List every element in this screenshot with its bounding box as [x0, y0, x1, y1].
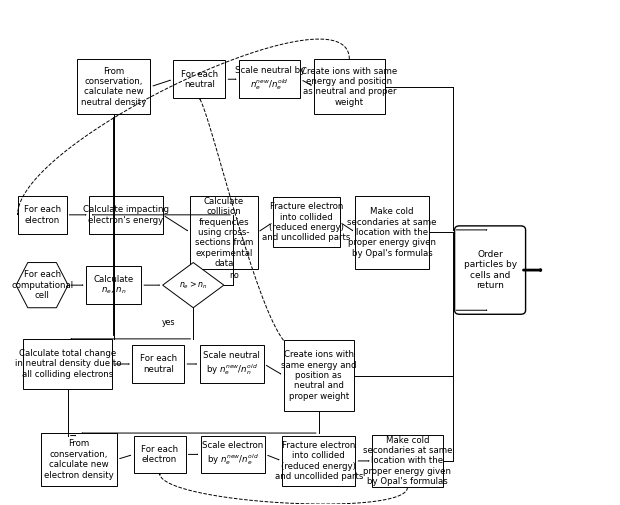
Polygon shape	[16, 263, 68, 308]
Bar	[355, 196, 429, 269]
Bar	[200, 345, 264, 383]
Text: Scale neutral
by $n_e^{new}/n_n^{old}$: Scale neutral by $n_e^{new}/n_n^{old}$	[203, 351, 260, 377]
Bar	[239, 61, 300, 98]
Bar	[190, 196, 257, 269]
Bar	[133, 435, 185, 473]
Bar	[40, 433, 117, 486]
Text: Scale neutral by
$n_e^{new}/n_e^{old}$: Scale neutral by $n_e^{new}/n_e^{old}$	[234, 66, 305, 92]
Text: $n_e > n_n$: $n_e > n_n$	[179, 279, 208, 291]
Text: For each
neutral: For each neutral	[181, 70, 218, 89]
Bar	[132, 345, 184, 383]
Bar	[174, 61, 226, 98]
Text: Scale electron
by $n_e^{new}/n_e^{old}$: Scale electron by $n_e^{new}/n_e^{old}$	[202, 441, 264, 468]
Text: From
conservation,
calculate new
electron density: From conservation, calculate new electro…	[44, 439, 113, 480]
Text: From
conservation,
calculate new
neutral density: From conservation, calculate new neutral…	[81, 67, 146, 107]
Text: Calculate
collision
frequencies
using cross-
sections from
experimental
data: Calculate collision frequencies using cr…	[195, 197, 253, 268]
Text: For each
neutral: For each neutral	[140, 355, 177, 374]
Bar	[24, 339, 112, 389]
Bar	[86, 266, 141, 304]
Text: yes: yes	[161, 318, 175, 327]
FancyBboxPatch shape	[454, 226, 526, 314]
Text: Calculate
$n_e$, $n_n$: Calculate $n_e$, $n_n$	[94, 275, 134, 295]
Text: Create ions with same
energy and position
as neutral and proper
weight: Create ions with same energy and positio…	[301, 67, 397, 107]
Bar	[201, 435, 265, 473]
Bar	[273, 197, 340, 247]
Text: Order
particles by
cells and
return: Order particles by cells and return	[464, 250, 516, 290]
Text: Fracture electron
into collided
(reduced energy)
and uncollided parts: Fracture electron into collided (reduced…	[262, 203, 351, 242]
Text: Create ions with
same energy and
position as
neutral and
proper weight: Create ions with same energy and positio…	[281, 350, 356, 401]
Text: Calculate total change
in neutral density due to
all colliding electrons: Calculate total change in neutral densit…	[14, 349, 121, 379]
Bar	[314, 59, 384, 115]
Text: For each
electron: For each electron	[141, 445, 178, 464]
Text: Calculate impacting
electron's energy: Calculate impacting electron's energy	[83, 205, 169, 225]
Text: Fracture electron
into collided
(reduced energy)
and uncollided parts: Fracture electron into collided (reduced…	[275, 441, 363, 481]
Bar	[77, 59, 151, 115]
Bar	[282, 436, 355, 486]
Text: no: no	[229, 271, 239, 280]
Text: For each
computational
cell: For each computational cell	[11, 270, 73, 300]
Bar	[89, 196, 162, 234]
Bar	[372, 435, 443, 487]
Polygon shape	[162, 263, 224, 308]
Bar	[17, 196, 66, 234]
Text: Make cold
secondaries at same
location with the
proper energy given
by Opal's fo: Make cold secondaries at same location w…	[363, 436, 452, 486]
Text: For each
electron: For each electron	[24, 205, 61, 225]
Bar	[283, 340, 354, 411]
Text: Make cold
secondaries at same
location with the
proper energy given
by Opal's fo: Make cold secondaries at same location w…	[347, 207, 437, 258]
